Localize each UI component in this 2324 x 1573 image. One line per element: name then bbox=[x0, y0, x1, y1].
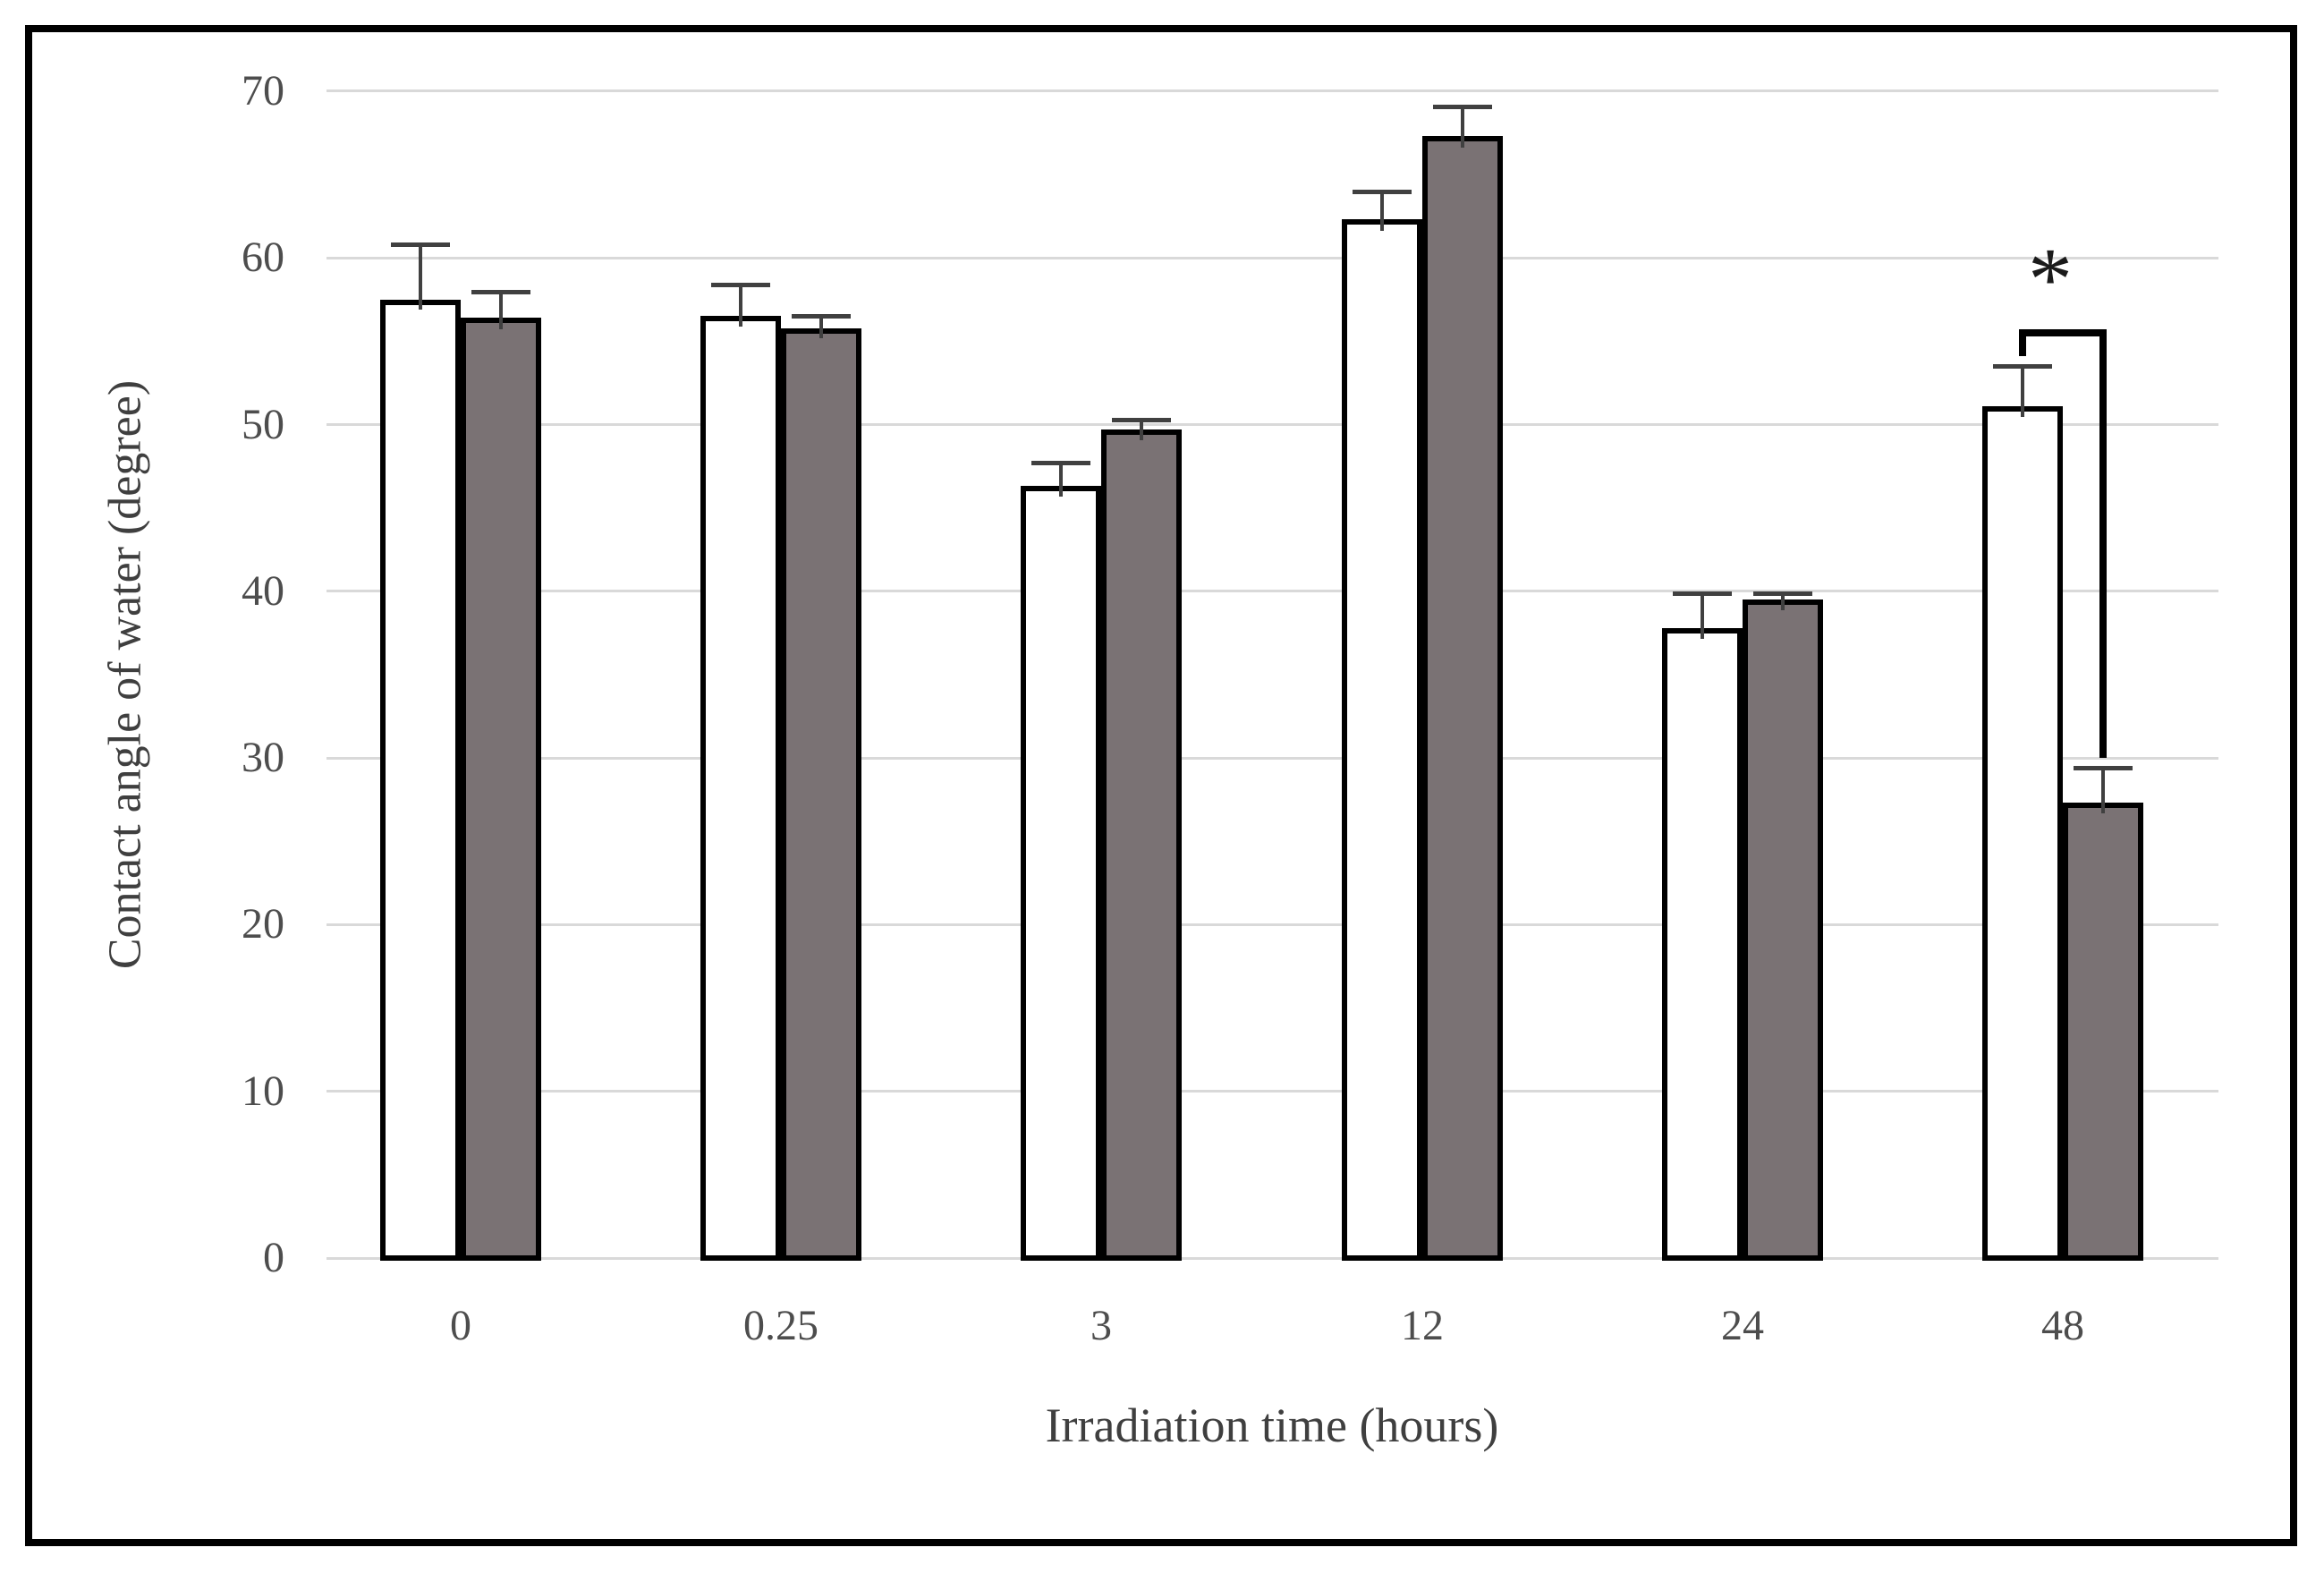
error-bar-gray-bars-24 bbox=[1781, 595, 1785, 610]
bar-gray-bars-3 bbox=[1101, 429, 1182, 1261]
gridline-10 bbox=[327, 1090, 2218, 1093]
gridline-30 bbox=[327, 757, 2218, 760]
sig-bracket-right-drop bbox=[2099, 333, 2107, 758]
bar-gray-bars-0.25 bbox=[781, 328, 861, 1261]
gridline-20 bbox=[327, 923, 2218, 926]
bar-gray-bars-0 bbox=[461, 318, 541, 1261]
x-tick-label-48: 48 bbox=[2041, 1302, 2084, 1349]
gridline-50 bbox=[327, 423, 2218, 426]
gridline-70 bbox=[327, 89, 2218, 92]
error-bar-cap-white-bars-24 bbox=[1673, 591, 1732, 596]
y-tick-label-70: 70 bbox=[242, 67, 284, 115]
bar-gray-bars-24 bbox=[1743, 599, 1823, 1261]
sig-bracket-left-stub bbox=[2019, 333, 2026, 356]
y-tick-label-20: 20 bbox=[242, 900, 284, 948]
x-tick-label-12: 12 bbox=[1401, 1302, 1444, 1349]
error-bar-cap-gray-bars-48 bbox=[2074, 766, 2133, 770]
gridline-0 bbox=[327, 1257, 2218, 1260]
bar-gray-bars-12 bbox=[1422, 136, 1503, 1261]
gridline-60 bbox=[327, 257, 2218, 259]
error-bar-white-bars-24 bbox=[1701, 595, 1704, 639]
error-bar-cap-gray-bars-12 bbox=[1433, 105, 1492, 109]
y-tick-label-30: 30 bbox=[242, 734, 284, 781]
x-tick-label-24: 24 bbox=[1721, 1302, 1764, 1349]
error-bar-white-bars-3 bbox=[1059, 464, 1063, 497]
sig-bracket-top bbox=[2019, 329, 2107, 336]
error-bar-gray-bars-48 bbox=[2101, 769, 2105, 813]
error-bar-white-bars-12 bbox=[1380, 193, 1384, 231]
error-bar-cap-white-bars-0.25 bbox=[711, 283, 770, 287]
error-bar-gray-bars-0 bbox=[499, 293, 503, 329]
y-tick-label-10: 10 bbox=[242, 1067, 284, 1115]
bar-white-bars-0.25 bbox=[700, 316, 781, 1261]
x-tick-label-0.25: 0.25 bbox=[743, 1302, 818, 1349]
error-bar-cap-gray-bars-0.25 bbox=[792, 314, 851, 319]
error-bar-cap-white-bars-48 bbox=[1993, 364, 2052, 369]
y-tick-label-60: 60 bbox=[242, 234, 284, 281]
bar-white-bars-24 bbox=[1662, 628, 1743, 1261]
error-bar-cap-white-bars-12 bbox=[1353, 190, 1412, 194]
bar-white-bars-48 bbox=[1982, 406, 2063, 1261]
x-tick-label-0: 0 bbox=[450, 1302, 471, 1349]
error-bar-gray-bars-0.25 bbox=[819, 318, 823, 338]
error-bar-gray-bars-12 bbox=[1461, 108, 1464, 148]
error-bar-cap-white-bars-3 bbox=[1031, 461, 1090, 465]
bar-white-bars-0 bbox=[380, 300, 461, 1261]
error-bar-white-bars-0.25 bbox=[739, 286, 742, 327]
error-bar-white-bars-48 bbox=[2021, 368, 2024, 417]
error-bar-cap-gray-bars-3 bbox=[1112, 418, 1171, 422]
x-tick-label-3: 3 bbox=[1090, 1302, 1112, 1349]
error-bar-cap-gray-bars-0 bbox=[471, 290, 530, 294]
bar-gray-bars-48 bbox=[2063, 803, 2143, 1261]
y-axis-title: Contact angle of water (degree) bbox=[99, 379, 151, 970]
bar-white-bars-12 bbox=[1342, 219, 1422, 1261]
bar-white-bars-3 bbox=[1021, 486, 1101, 1261]
error-bar-cap-white-bars-0 bbox=[391, 242, 450, 247]
x-axis-title: Irradiation time (hours) bbox=[1045, 1399, 1499, 1452]
significance-asterisk: * bbox=[2028, 229, 2073, 328]
gridline-40 bbox=[327, 590, 2218, 592]
y-tick-label-40: 40 bbox=[242, 567, 284, 615]
error-bar-gray-bars-3 bbox=[1140, 421, 1143, 440]
error-bar-white-bars-0 bbox=[419, 246, 422, 310]
y-tick-label-50: 50 bbox=[242, 401, 284, 448]
y-tick-label-0: 0 bbox=[263, 1234, 284, 1281]
error-bar-cap-gray-bars-24 bbox=[1753, 591, 1812, 596]
